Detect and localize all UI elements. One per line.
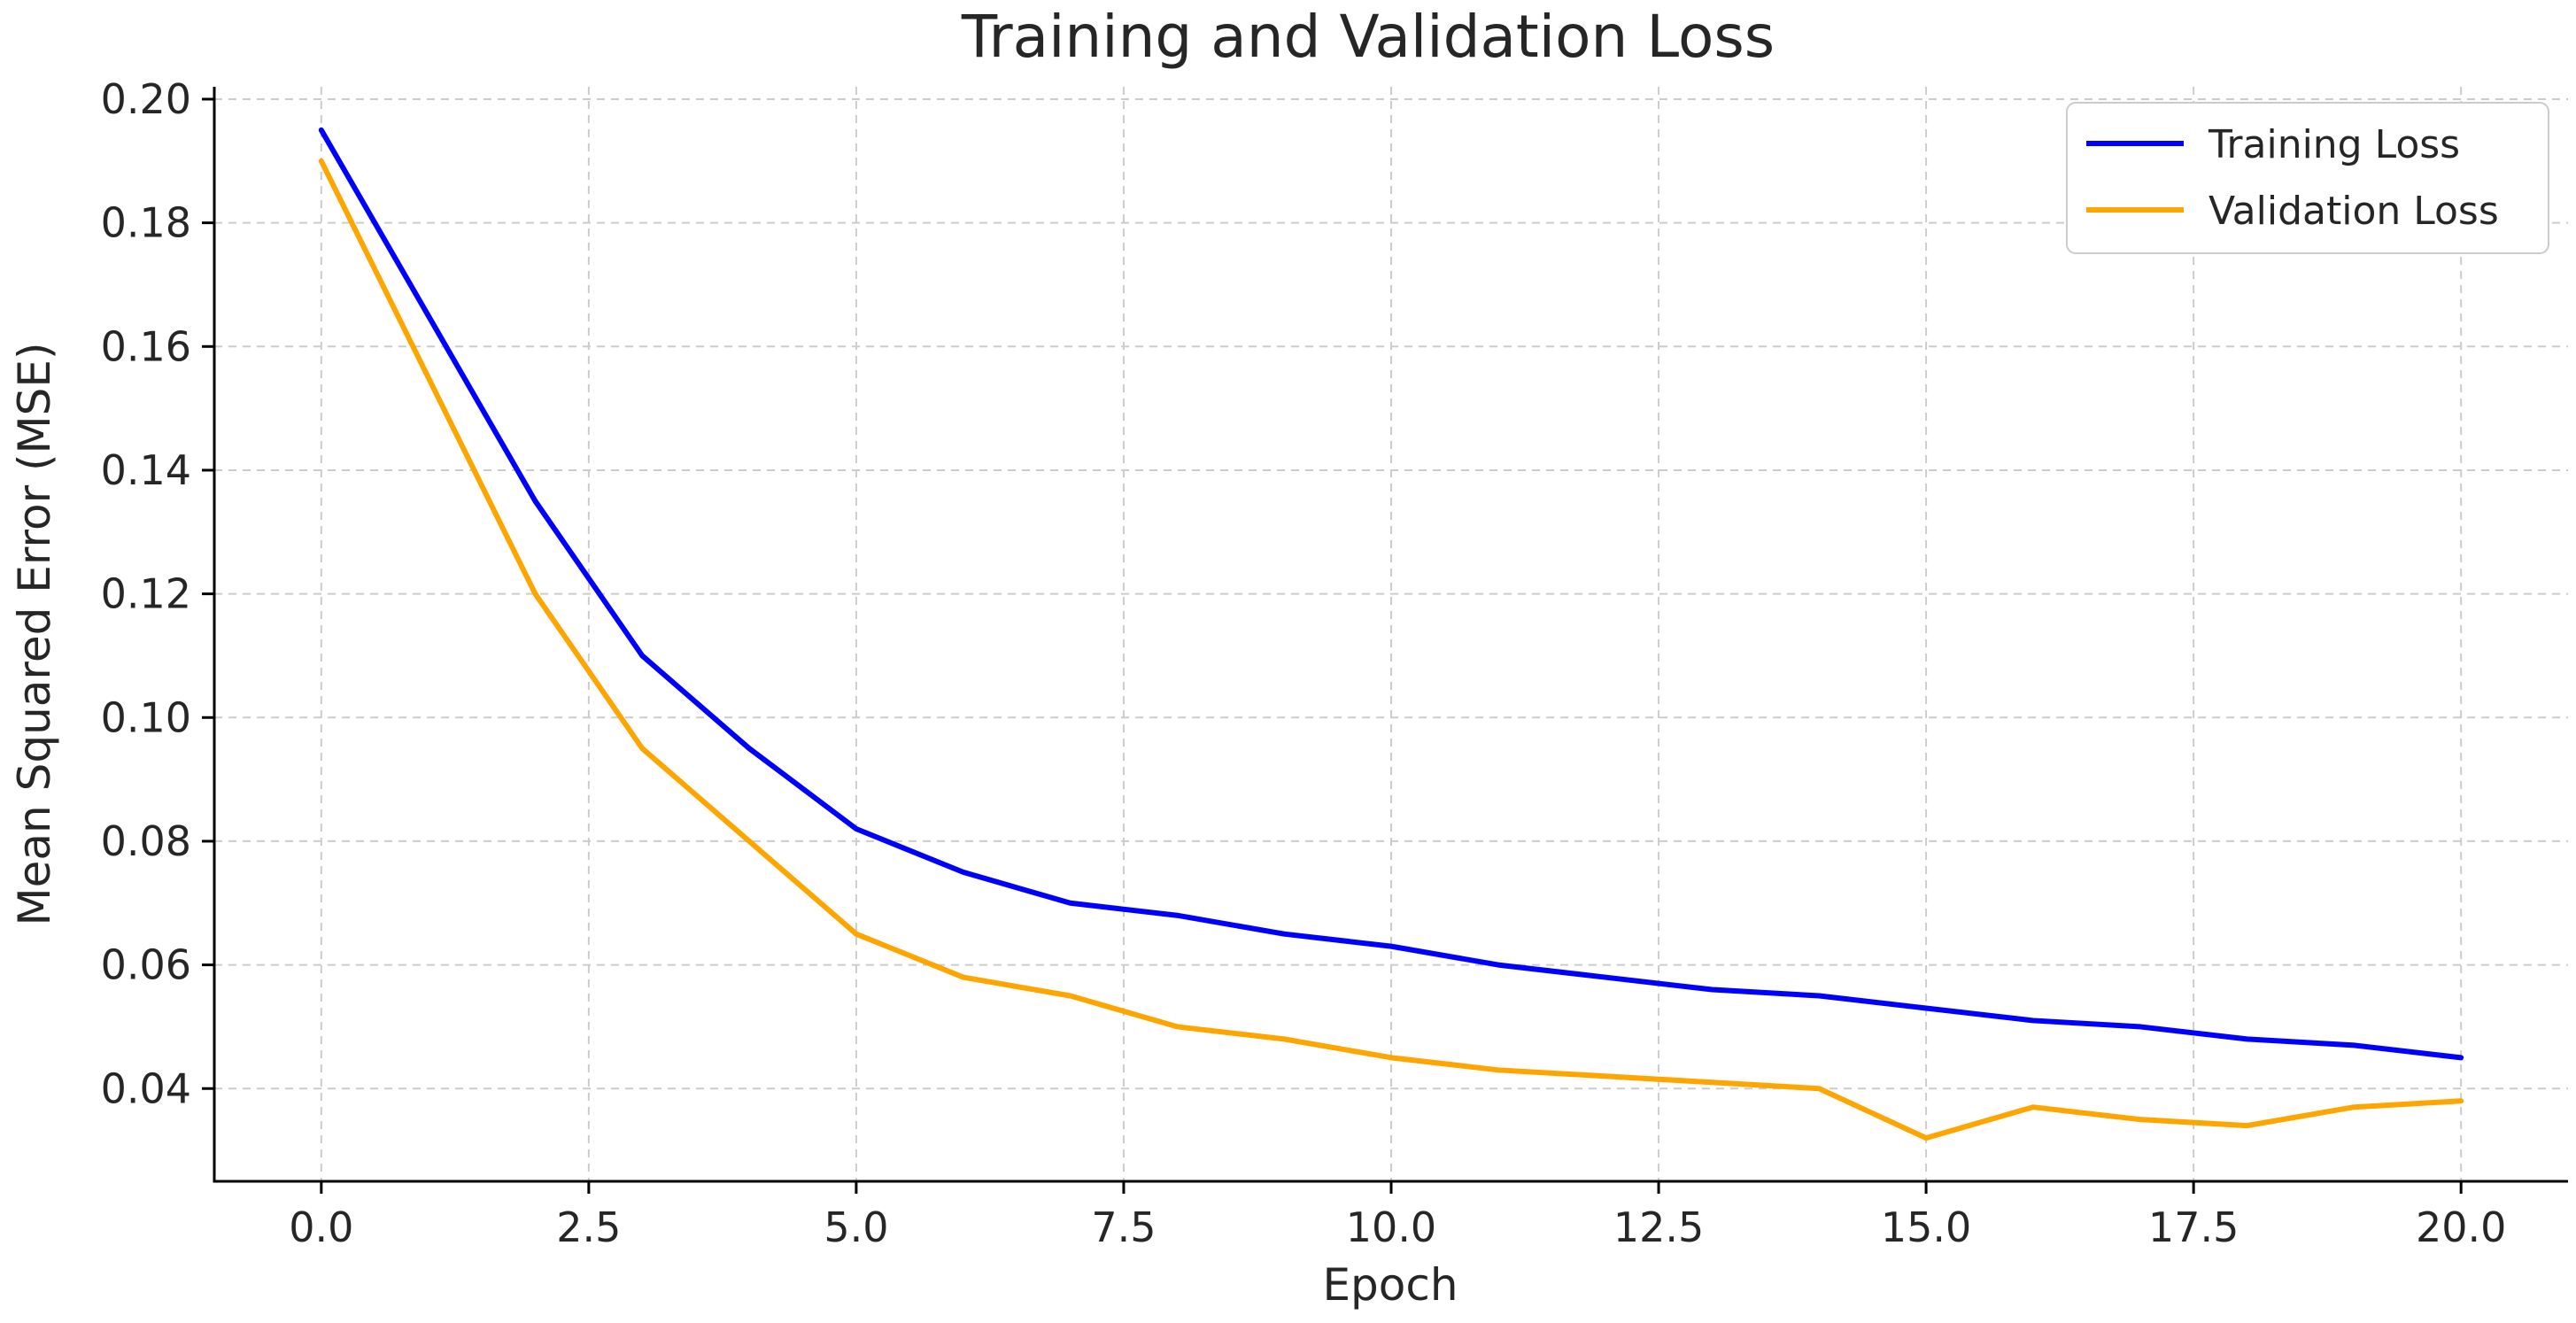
y-tick-label: 0.14: [101, 446, 191, 494]
y-tick-label: 0.20: [101, 75, 191, 123]
grid: [214, 87, 2568, 1181]
series-line-training-loss: [318, 127, 2464, 1061]
legend-label-training: Training Loss: [2208, 122, 2460, 167]
series-line-validation-loss: [318, 158, 2464, 1141]
x-axis-label: Epoch: [1322, 1259, 1458, 1311]
y-tick-label: 0.18: [101, 199, 191, 247]
y-tick-label: 0.04: [101, 1064, 191, 1112]
x-tick-label: 17.5: [2148, 1203, 2239, 1251]
chart-title: Training and Validation Loss: [961, 3, 1775, 71]
y-tick-label: 0.06: [101, 941, 191, 989]
x-tick-label: 15.0: [1881, 1203, 1971, 1251]
y-axis-ticks: 0.04 0.06 0.08 0.10 0.12 0.14 0.16 0.18 0.20: [101, 75, 214, 1112]
x-tick-label: 20.0: [2416, 1203, 2506, 1251]
y-tick-label: 0.08: [101, 817, 191, 865]
legend-box: [2066, 102, 2549, 254]
legend: Training Loss Validation Loss: [2066, 102, 2549, 254]
x-tick-label: 5.0: [824, 1203, 888, 1251]
y-axis-label: Mean Squared Error (MSE): [9, 342, 60, 925]
series-group: [318, 127, 2464, 1141]
y-tick-label: 0.10: [101, 693, 191, 741]
x-axis-ticks: 0.0 2.5 5.0 7.5 10.0 12.5 15.0 17.5 20.0: [289, 1181, 2506, 1251]
x-tick-label: 12.5: [1613, 1203, 1704, 1251]
x-tick-label: 7.5: [1091, 1203, 1156, 1251]
legend-label-validation: Validation Loss: [2209, 189, 2499, 234]
y-tick-label: 0.16: [101, 322, 191, 370]
axes-frame: [213, 87, 2568, 1183]
x-tick-label: 10.0: [1346, 1203, 1436, 1251]
y-tick-label: 0.12: [101, 570, 191, 618]
x-tick-label: 2.5: [556, 1203, 621, 1251]
x-tick-label: 0.0: [289, 1203, 353, 1251]
